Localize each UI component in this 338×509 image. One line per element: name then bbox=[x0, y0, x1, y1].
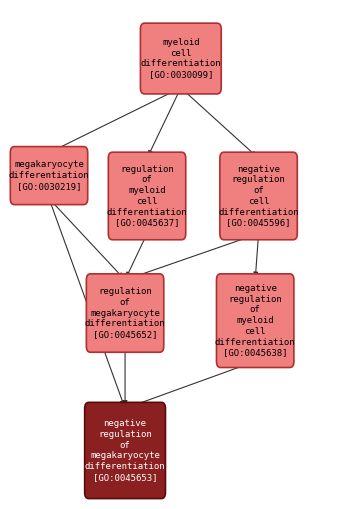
Text: megakaryocyte
differentiation
[GO:0030219]: megakaryocyte differentiation [GO:003021… bbox=[9, 160, 89, 191]
FancyBboxPatch shape bbox=[216, 274, 294, 367]
Text: regulation
of
myeloid
cell
differentiation
[GO:0045637]: regulation of myeloid cell differentiati… bbox=[107, 164, 187, 228]
FancyBboxPatch shape bbox=[10, 147, 88, 205]
Text: myeloid
cell
differentiation
[GO:0030099]: myeloid cell differentiation [GO:0030099… bbox=[141, 38, 221, 79]
Text: negative
regulation
of
myeloid
cell
differentiation
[GO:0045638]: negative regulation of myeloid cell diff… bbox=[215, 284, 295, 357]
Text: regulation
of
megakaryocyte
differentiation
[GO:0045652]: regulation of megakaryocyte differentiat… bbox=[85, 287, 165, 339]
FancyBboxPatch shape bbox=[108, 152, 186, 240]
Text: negative
regulation
of
cell
differentiation
[GO:0045596]: negative regulation of cell differentiat… bbox=[218, 164, 299, 228]
FancyBboxPatch shape bbox=[220, 152, 297, 240]
FancyBboxPatch shape bbox=[141, 23, 221, 94]
Text: negative
regulation
of
megakaryocyte
differentiation
[GO:0045653]: negative regulation of megakaryocyte dif… bbox=[85, 419, 165, 482]
FancyBboxPatch shape bbox=[87, 274, 164, 352]
FancyBboxPatch shape bbox=[84, 402, 166, 499]
